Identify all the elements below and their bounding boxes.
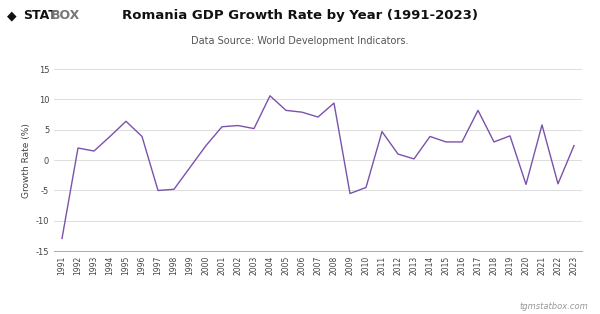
Text: STAT: STAT (23, 9, 56, 22)
Text: ◆: ◆ (7, 9, 17, 22)
Text: Data Source: World Development Indicators.: Data Source: World Development Indicator… (191, 36, 409, 46)
Text: BOX: BOX (51, 9, 80, 22)
Text: Romania GDP Growth Rate by Year (1991-2023): Romania GDP Growth Rate by Year (1991-20… (122, 9, 478, 22)
Y-axis label: Growth Rate (%): Growth Rate (%) (22, 123, 31, 198)
Text: tgmstatbox.com: tgmstatbox.com (519, 302, 588, 311)
